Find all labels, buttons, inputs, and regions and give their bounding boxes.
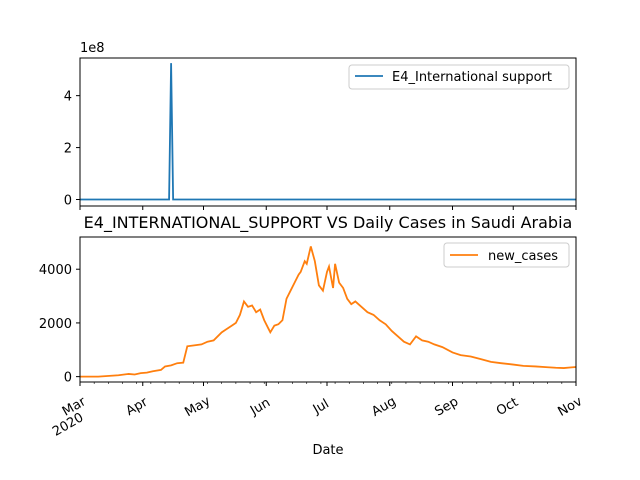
top-axes-frame [79, 57, 577, 207]
bottom-y-tick-label: 2000 [39, 317, 72, 332]
x-axis-label: Date [312, 443, 343, 458]
international-support-line [80, 63, 576, 201]
bottom-axes-frame [79, 236, 577, 383]
top-y-tick-label: 0 [64, 194, 72, 209]
top-y-tick-label: 4 [64, 90, 72, 105]
top-legend-label: E4_International support [392, 70, 552, 85]
top-legend-box [348, 64, 570, 90]
bottom-legend: new_cases [443, 242, 570, 268]
bottom-y-ticks: 0 2000 4000 [39, 263, 80, 386]
top-legend: E4_International support [348, 64, 570, 90]
chart-title: E4_INTERNATIONAL_SUPPORT VS Daily Cases … [84, 213, 573, 233]
bottom-legend-label: new_cases [488, 249, 558, 264]
top-y-ticks: 0 2 4 [64, 90, 80, 209]
new-cases-line [80, 246, 577, 378]
bottom-legend-box [443, 242, 570, 268]
bottom-x-tick-label: Jul [310, 397, 332, 418]
bottom-y-tick-label: 4000 [39, 263, 72, 278]
bottom-y-tick-label: 0 [64, 371, 72, 386]
top-subplot: 1e8 0 2 4 E4_International support [64, 41, 577, 210]
top-x-ticks [79, 206, 577, 210]
top-y-offset-label: 1e8 [80, 41, 105, 56]
top-y-tick-label: 2 [64, 142, 72, 157]
